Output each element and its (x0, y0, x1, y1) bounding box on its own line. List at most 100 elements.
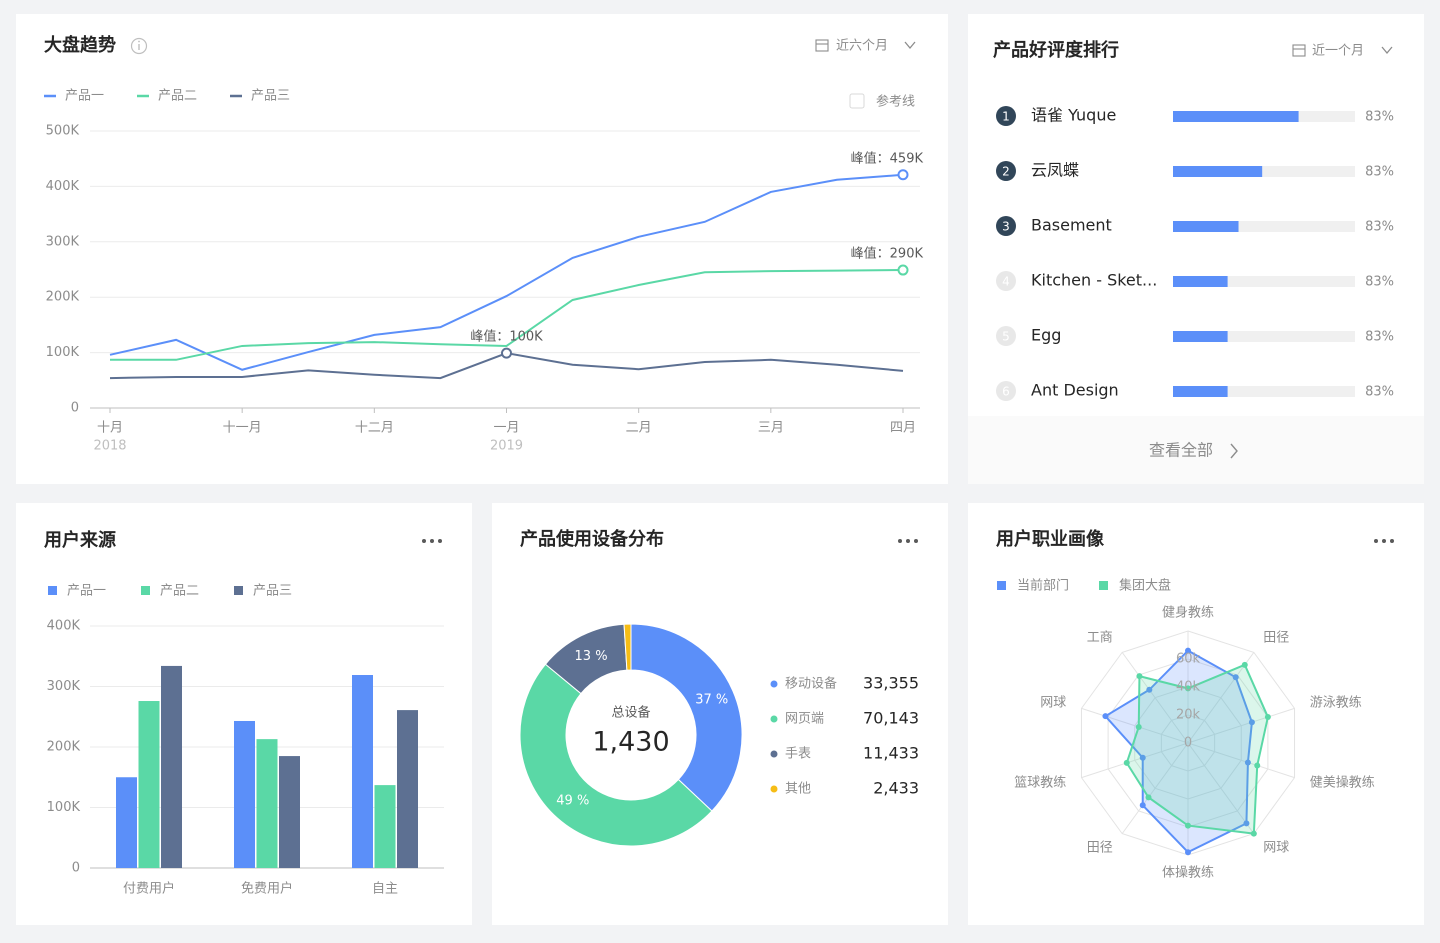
legend-label: 产品一 (65, 89, 104, 104)
series-point (1139, 754, 1146, 761)
series-point (1254, 762, 1261, 769)
legend-swatch (770, 750, 778, 758)
info-icon-dot (138, 40, 140, 43)
period-select[interactable]: 近六个月 (815, 39, 916, 54)
rank-badge (996, 216, 1016, 236)
item-name: 语雀 Yuque (1031, 106, 1116, 125)
info-icon[interactable] (130, 37, 148, 55)
more-menu[interactable] (422, 539, 442, 543)
more-dot (430, 539, 434, 543)
slice-label: 49 % (556, 794, 589, 809)
rank-number: 4 (1002, 275, 1010, 289)
more-dot (914, 539, 918, 543)
donut-slice (623, 623, 632, 671)
calendar-icon (815, 39, 829, 52)
score-track (1173, 221, 1355, 232)
peak-marker (897, 264, 909, 276)
calendar-icon (1292, 44, 1306, 57)
x-tick-label: 十一月 (223, 421, 262, 436)
spoke (1081, 707, 1189, 744)
more-dot (422, 539, 426, 543)
series-point (1135, 723, 1142, 730)
item-name: Basement (1031, 216, 1112, 235)
series-point (1232, 674, 1239, 681)
series-point (1185, 822, 1191, 829)
period-select[interactable]: 近一个月 (1292, 44, 1393, 59)
x-tick-label: 二月 (626, 421, 652, 436)
checkbox (849, 93, 865, 109)
x-tick-label: 付费用户 (123, 881, 175, 897)
spoke (1121, 742, 1189, 834)
series-point (1185, 647, 1191, 654)
rank-badge (996, 326, 1016, 346)
peak-annotation: 峰值：459K (851, 150, 924, 166)
rank-badge (996, 106, 1016, 126)
score-bar (1173, 166, 1263, 177)
rank-badge (996, 161, 1016, 181)
y-tick-label: 500K (46, 124, 80, 139)
more-menu[interactable] (898, 539, 918, 543)
legend-swatch (234, 586, 243, 595)
bar (256, 739, 278, 868)
score-bar (1173, 111, 1299, 122)
item-name: Ant Design (1031, 381, 1119, 400)
chevron-down (904, 41, 916, 50)
legend-swatch (770, 680, 778, 688)
x-tick-label: 三月 (758, 421, 784, 436)
series-point (1102, 713, 1109, 720)
y-tick-label: 0 (71, 401, 79, 416)
chevron-right (1230, 443, 1238, 459)
y-tick-label: 300K (47, 679, 81, 694)
legend-label: 产品一 (67, 584, 106, 599)
x-tick-label: 免费用户 (241, 881, 293, 897)
series-point (1145, 794, 1152, 801)
view-all-link[interactable]: 查看全部 (1149, 441, 1238, 460)
more-menu[interactable] (1374, 539, 1394, 543)
info-icon-circle (130, 37, 148, 55)
score-track (1173, 166, 1355, 177)
series-point (1146, 686, 1153, 693)
chevron-down (1381, 46, 1393, 55)
legend-swatch (997, 581, 1006, 590)
legend-label: 产品三 (251, 89, 290, 104)
legend-swatch (1099, 581, 1108, 590)
rank-number: 2 (1002, 165, 1010, 179)
x-tick-label: 一月 (493, 421, 519, 436)
rank-number: 6 (1002, 385, 1010, 399)
slice-label: 37 % (695, 693, 728, 708)
series-point (1241, 661, 1248, 668)
peak-annotation: 峰值：290K (851, 246, 924, 262)
y-tick-label: 100K (46, 345, 80, 360)
spoke (1187, 652, 1255, 744)
axis-label: 工商 (1087, 630, 1113, 645)
legend-label: 手表 (785, 747, 811, 762)
legend-label: 网页端 (785, 712, 824, 727)
legend-label: 产品二 (160, 584, 199, 599)
x-tick-label: 自主 (372, 882, 398, 897)
legend-label: 其他 (785, 782, 811, 797)
y-tick-label: 100K (47, 800, 81, 815)
y-tick-label: 400K (47, 619, 81, 634)
series-point (1244, 759, 1251, 766)
reference-line-toggle[interactable]: 参考线 (849, 93, 915, 110)
score-bar (1173, 221, 1239, 232)
legend-value: 33,355 (863, 674, 919, 693)
rating-label: 83% (1365, 275, 1394, 290)
legend-label: 移动设备 (785, 676, 837, 692)
legend-swatch (48, 586, 57, 595)
period-label: 近一个月 (1312, 44, 1364, 59)
score-bar (1173, 386, 1228, 397)
bar (279, 756, 300, 868)
x-tick-sublabel: 2018 (93, 439, 126, 454)
score-track (1173, 276, 1355, 287)
axis-label: 网球 (1040, 695, 1066, 710)
item-name: Egg (1031, 326, 1061, 345)
spoke (1187, 707, 1295, 744)
y-tick-label: 400K (46, 179, 80, 194)
bar (116, 777, 137, 868)
donut-slice (519, 663, 713, 847)
checkbox-label: 参考线 (876, 94, 915, 110)
legend-label: 集团大盘 (1119, 578, 1171, 594)
